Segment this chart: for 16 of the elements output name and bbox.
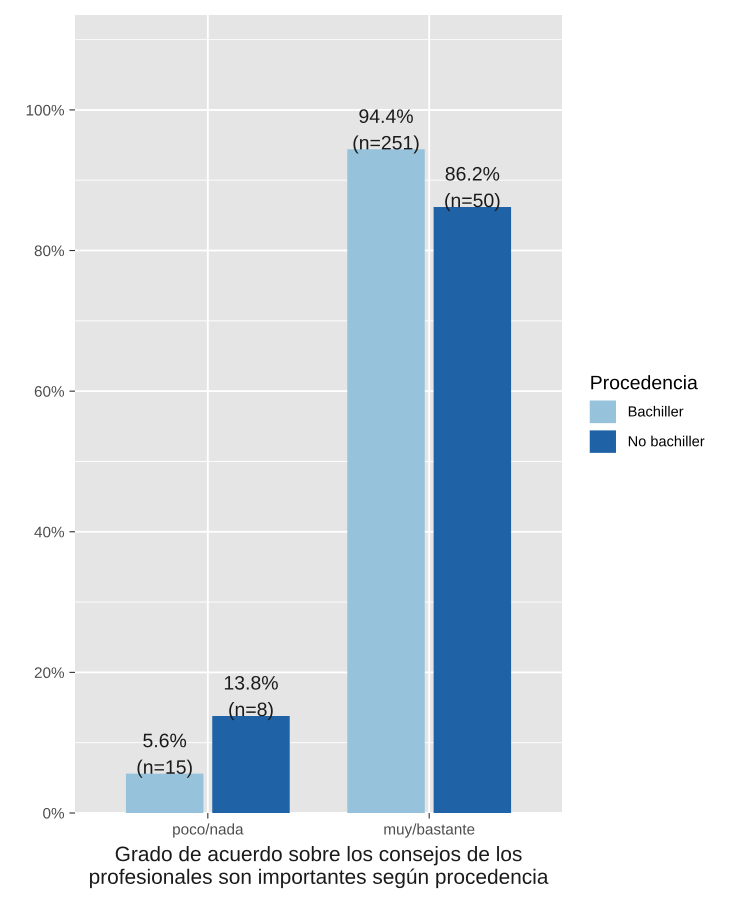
legend-title: Procedencia — [591, 375, 698, 390]
y-tick-label: 60% — [34, 386, 64, 397]
y-tick-label: 100% — [26, 104, 64, 116]
y-tick-label: 0% — [43, 808, 64, 819]
x-axis-title: Grado de acuerdo sobre los consejos de los profesionales son importantes según procedencia — [90, 846, 548, 888]
data-label: 5.6% (n=15) — [137, 734, 192, 778]
legend-label: Bachiller — [628, 406, 684, 417]
x-tick-label: poco/nada — [173, 823, 244, 838]
y-tick-label: 80% — [34, 245, 64, 256]
y-tick-label: 20% — [34, 667, 64, 678]
data-label: 94.4% (n=251) — [353, 109, 419, 154]
data-label: 13.8% (n=8) — [224, 676, 278, 720]
legend-label: No bachiller — [628, 436, 704, 446]
y-tick-label: 40% — [34, 526, 64, 538]
x-tick-label: muy/bastante — [384, 823, 474, 838]
data-label: 86.2% (n=50) — [445, 166, 500, 212]
